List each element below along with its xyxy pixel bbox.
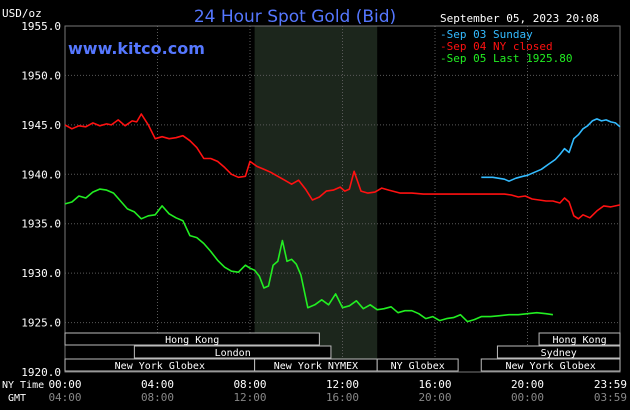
x-tick-label-gmt: 08:00 (141, 391, 174, 404)
x-tick-label-gmt: 20:00 (418, 391, 451, 404)
y-tick-label: 1930.0 (21, 267, 61, 280)
series-line-sep03-sunday (481, 118, 621, 182)
legend-item-sep03-sunday: -Sep 03 Sunday (440, 28, 533, 41)
x-tick-label-gmt: 16:00 (326, 391, 359, 404)
series-line-sep05-last (64, 188, 554, 323)
y-tick-label: 1920.0 (21, 366, 61, 379)
session-label: London (215, 348, 251, 359)
x-tick-label-ny: 16:00 (418, 378, 451, 391)
session-bar-box (480, 358, 621, 372)
session-label: New York Globex (505, 361, 595, 372)
session-bar-box (538, 332, 621, 346)
session-bar: London (133, 345, 332, 359)
x-tick-label-gmt: 03:59 (594, 391, 627, 404)
x-tick-label-ny: 08:00 (233, 378, 266, 391)
x-tick-label-ny: 23:59 (594, 378, 627, 391)
legend-item-sep04-ny-closed: -Sep 04 NY closed (440, 40, 553, 53)
session-label: New York Globex (115, 361, 205, 372)
plot-frame (64, 25, 621, 373)
y-tick-label: 1950.0 (21, 69, 61, 82)
x-tick-label-gmt: 04:00 (48, 391, 81, 404)
y-tick-label: 1940.0 (21, 168, 61, 181)
session-bar: NY Globex (376, 358, 459, 372)
market-session-bars: Hong Kong Hong Kong London Sydney New York G… (64, 332, 621, 372)
session-bar-box (64, 332, 320, 346)
session-label: Sydney (541, 348, 577, 359)
session-label: NY Globex (391, 361, 445, 372)
session-bar: Hong Kong (64, 332, 320, 346)
x-tick-label-ny: 20:00 (511, 378, 544, 391)
x-axis-ticks: 00:0004:0004:0008:0008:0012:0012:0016:00… (48, 378, 627, 404)
session-label: Hong Kong (552, 335, 606, 346)
session-bar-box (133, 345, 332, 359)
x-tick-label-ny: 00:00 (48, 378, 81, 391)
timestamp: September 05, 2023 20:08 (440, 12, 599, 25)
session-bar: New York Globex (64, 358, 256, 372)
series-line-sep04-ny-closed (64, 113, 621, 220)
y-tick-label: 1955.0 (21, 20, 61, 33)
y-tick-label: 1925.0 (21, 317, 61, 330)
ny-time-label: NY Time (2, 380, 44, 391)
brand-watermark: www.kitco.com (68, 39, 205, 58)
x-tick-label-gmt: 00:00 (511, 391, 544, 404)
legend: -Sep 03 Sunday -Sep 04 NY closed -Sep 05… (440, 28, 572, 65)
unit-label: USD/oz (2, 7, 42, 20)
chart-title: 24 Hour Spot Gold (Bid) (194, 7, 396, 27)
x-tick-label-gmt: 12:00 (233, 391, 266, 404)
series-lines (64, 113, 621, 323)
session-bar: Sydney (496, 345, 621, 359)
session-label: New York NYMEX (274, 361, 358, 372)
session-bar: Hong Kong (538, 332, 621, 346)
session-bar: New York Globex (480, 358, 621, 372)
session-bar: New York NYMEX (254, 358, 378, 372)
x-tick-label-ny: 12:00 (326, 378, 359, 391)
y-axis-ticks: 1920.0 1925.0 1930.0 1935.0 1940.0 1945.0 1950… (21, 20, 61, 379)
y-tick-label: 1945.0 (21, 119, 61, 132)
x-tick-label-ny: 04:00 (141, 378, 174, 391)
gmt-label: GMT (8, 393, 26, 404)
session-bar-box (496, 345, 621, 359)
legend-item-sep05-last: -Sep 05 Last 1925.80 (440, 52, 572, 65)
session-label: Hong Kong (165, 335, 219, 346)
y-tick-label: 1935.0 (21, 218, 61, 231)
session-bar-box (376, 358, 459, 372)
